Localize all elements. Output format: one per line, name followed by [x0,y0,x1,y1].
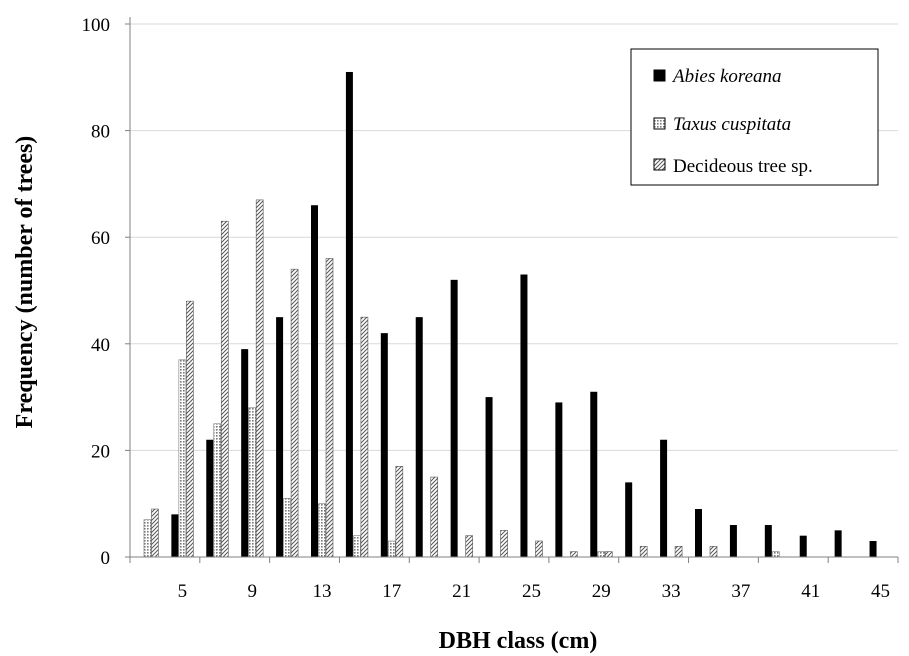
y-tick-label: 80 [91,122,110,143]
x-tick-label: 9 [247,581,257,602]
y-tick-label: 60 [91,228,110,249]
bar-abies-13 [311,205,318,557]
bar-abies-31 [625,482,633,557]
bar-abies-25 [520,274,528,557]
bar-decideous-19 [430,476,439,558]
bar-taxus-5 [178,359,187,558]
bar-abies-11 [276,317,284,557]
bar-abies-27 [555,402,563,557]
axes [125,17,899,563]
bar-decideous-13 [325,258,334,558]
bar-taxus-17 [388,540,396,558]
bar-abies-37 [729,525,737,557]
legend-box [630,48,879,186]
x-tick-label: 33 [662,581,681,602]
y-tick-label: 40 [91,335,110,356]
bar-decideous-17 [395,466,404,558]
x-tick-label: 45 [871,581,890,602]
bar-abies-23 [485,397,493,557]
bar-abies-33 [660,439,668,557]
legend-label-decideous: Decideous tree sp. [673,156,813,177]
bar-abies-45 [869,541,877,557]
bar-abies-35 [695,509,702,557]
bar-abies-21 [450,279,458,557]
x-tick-label: 37 [731,581,750,602]
bar-decideous-9 [255,199,264,558]
legend: Abies koreana Taxus cuspitata Decideous … [630,48,879,186]
bar-taxus-11 [283,498,291,558]
legend-swatch-taxus [653,117,666,130]
bar-taxus-13 [318,503,326,558]
bar-taxus-9 [248,407,256,558]
x-tick-label: 25 [522,581,541,602]
x-axis-title: DBH class (cm) [439,628,598,654]
y-tick-label: 100 [82,15,111,36]
bar-decideous-29 [604,551,613,558]
bar-taxus-3 [143,519,152,558]
bar-decideous-21 [465,535,473,558]
legend-swatch-decideous [653,158,666,171]
bars [143,71,877,558]
x-tick-label: 5 [178,581,188,602]
y-tick-label: 20 [91,441,110,462]
tick-labels: 0 20 40 60 80 100 5 9 13 17 21 25 29 33 37 41 45 [82,15,891,602]
bar-decideous-35 [709,546,718,558]
x-tick-label: 41 [801,581,820,602]
bar-decideous-31 [639,546,648,558]
bar-abies-43 [834,530,842,557]
bar-abies-41 [799,535,807,557]
bar-decideous-3 [151,508,159,558]
x-tick-label: 13 [313,581,332,602]
bar-decideous-25 [535,540,543,558]
legend-swatch-abies [653,69,666,82]
bar-abies-19 [415,317,423,557]
bar-decideous-23 [500,530,508,558]
bar-decideous-27 [570,551,578,558]
bar-abies-7 [206,439,214,557]
x-tick-label: 21 [452,581,471,602]
bar-abies-39 [764,525,772,557]
bar-taxus-39 [772,551,780,558]
bar-decideous-15 [360,316,369,558]
bar-decideous-5 [186,300,194,558]
bar-taxus-29 [597,551,606,558]
y-tick-label: 0 [101,548,111,569]
x-tick-label: 17 [382,581,401,602]
bar-abies-9 [241,349,249,557]
bar-decideous-11 [290,268,299,558]
bar-abies-5 [171,514,179,557]
y-axis-title: Frequency (number of trees) [12,136,38,429]
bar-abies-29 [590,391,598,557]
bar-taxus-15 [353,535,361,558]
bar-decideous-33 [674,546,683,558]
legend-label-taxus: Taxus cuspitata [673,114,791,135]
x-tick-label: 29 [592,581,611,602]
bar-taxus-7 [213,423,222,558]
bar-decideous-7 [220,220,229,558]
bar-abies-15 [345,71,353,557]
bar-abies-17 [380,333,388,557]
legend-label-abies: Abies koreana [671,66,782,87]
